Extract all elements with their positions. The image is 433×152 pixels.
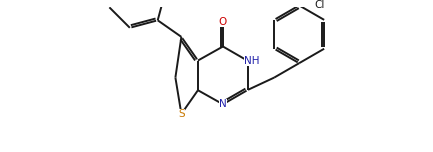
Text: N: N [219, 99, 227, 109]
Text: Cl: Cl [314, 0, 325, 10]
Text: NH: NH [243, 56, 259, 66]
Text: O: O [219, 17, 227, 27]
Text: S: S [178, 109, 185, 119]
